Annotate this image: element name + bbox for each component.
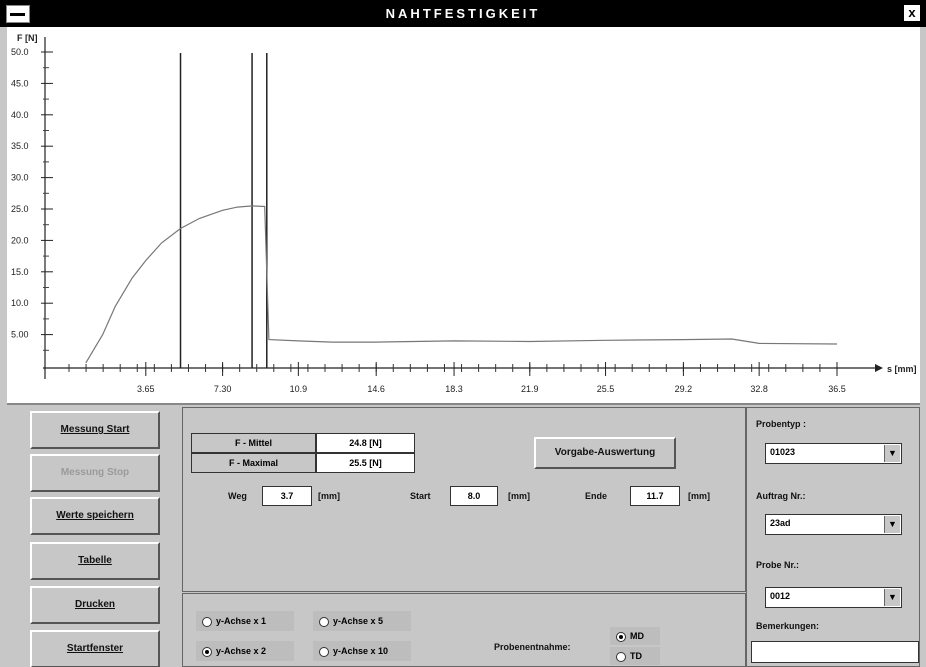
x-tick-label: 36.5 bbox=[828, 384, 846, 394]
f-mittel-label: F - Mittel bbox=[191, 433, 316, 453]
messung-stop-button[interactable]: Messung Stop bbox=[30, 454, 160, 492]
start-field[interactable]: 8.0 bbox=[450, 486, 498, 506]
radio-y-achse-2[interactable]: y-Achse x 2 bbox=[196, 641, 294, 661]
probenentnahme-label: Probenentnahme: bbox=[494, 642, 571, 652]
x-tick-label: 18.3 bbox=[445, 384, 463, 394]
y-tick-label: 5.00 bbox=[11, 330, 29, 340]
radio-td-label: TD bbox=[630, 651, 642, 661]
weg-field[interactable]: 3.7 bbox=[262, 486, 312, 506]
chart-svg: 3.65 7.30 10.9 14.6 18.3 21.9 25.5 29.2 32.8 36.5… bbox=[11, 33, 917, 394]
bemerkungen-field[interactable] bbox=[751, 641, 919, 663]
force-distance-chart: 3.65 7.30 10.9 14.6 18.3 21.9 25.5 29.2 32.8 36.5… bbox=[7, 27, 920, 405]
chevron-down-icon[interactable]: ▼ bbox=[884, 516, 900, 533]
chevron-down-icon[interactable]: ▼ bbox=[884, 589, 900, 606]
x-tick-label: 7.30 bbox=[214, 384, 232, 394]
radio-dot-y5 bbox=[319, 616, 329, 627]
y-axis-label: F [N] bbox=[17, 33, 38, 43]
f-mittel-value: 24.8 [N] bbox=[316, 433, 415, 453]
title-bar: NAHTFESTIGKEIT x bbox=[0, 0, 926, 27]
startfenster-button[interactable]: Startfenster bbox=[30, 630, 160, 667]
y-tick-label: 10.0 bbox=[11, 298, 29, 308]
auftrag-combo[interactable]: 23ad ▼ bbox=[765, 514, 902, 535]
results-panel bbox=[182, 407, 746, 592]
radio-dot-td bbox=[616, 651, 626, 662]
probentyp-label: Probentyp : bbox=[756, 419, 807, 429]
auftrag-value: 23ad bbox=[770, 518, 791, 528]
radio-dot-y10 bbox=[319, 646, 329, 657]
y-tick-label: 25.0 bbox=[11, 204, 29, 214]
y-tick-label: 40.0 bbox=[11, 110, 29, 120]
weg-label: Weg bbox=[228, 491, 247, 501]
auftrag-label: Auftrag Nr.: bbox=[756, 491, 806, 501]
bemerkungen-label: Bemerkungen: bbox=[756, 621, 820, 631]
f-maximal-value: 25.5 [N] bbox=[316, 453, 415, 473]
x-tick-label: 25.5 bbox=[597, 384, 615, 394]
system-menu-icon[interactable] bbox=[6, 5, 30, 23]
probe-label: Probe Nr.: bbox=[756, 560, 800, 570]
start-label: Start bbox=[410, 491, 431, 501]
radio-dot-y2 bbox=[202, 646, 212, 657]
x-tick-label: 3.65 bbox=[137, 384, 155, 394]
radio-td[interactable]: TD bbox=[610, 647, 660, 665]
x-tick-label: 14.6 bbox=[367, 384, 385, 394]
radio-y10-label: y-Achse x 10 bbox=[333, 646, 389, 656]
ende-label: Ende bbox=[585, 491, 608, 501]
radio-md[interactable]: MD bbox=[610, 627, 660, 645]
radio-dot-md bbox=[616, 631, 626, 642]
window-title: NAHTFESTIGKEIT bbox=[385, 6, 541, 21]
x-tick-label: 10.9 bbox=[290, 384, 308, 394]
radio-md-label: MD bbox=[630, 631, 644, 641]
y-tick-label: 35.0 bbox=[11, 141, 29, 151]
radio-y-achse-5[interactable]: y-Achse x 5 bbox=[313, 611, 411, 631]
x-tick-label: 29.2 bbox=[675, 384, 693, 394]
tabelle-button[interactable]: Tabelle bbox=[30, 542, 160, 580]
y-tick-label: 15.0 bbox=[11, 267, 29, 277]
y-tick-label: 45.0 bbox=[11, 78, 29, 88]
ende-unit: [mm] bbox=[688, 491, 710, 501]
start-unit: [mm] bbox=[508, 491, 530, 501]
y-tick-label: 50.0 bbox=[11, 47, 29, 57]
control-area: Messung Start Messung Stop Werte speiche… bbox=[0, 405, 926, 667]
probe-combo[interactable]: 0012 ▼ bbox=[765, 587, 902, 608]
radio-y5-label: y-Achse x 5 bbox=[333, 616, 384, 626]
f-maximal-label: F - Maximal bbox=[191, 453, 316, 473]
x-tick-label: 21.9 bbox=[521, 384, 539, 394]
weg-unit: [mm] bbox=[318, 491, 340, 501]
vorgabe-auswertung-button[interactable]: Vorgabe-Auswertung bbox=[534, 437, 676, 469]
radio-dot-y1 bbox=[202, 616, 212, 627]
radio-y1-label: y-Achse x 1 bbox=[216, 616, 267, 626]
radio-y-achse-1[interactable]: y-Achse x 1 bbox=[196, 611, 294, 631]
chevron-down-icon[interactable]: ▼ bbox=[884, 445, 900, 462]
werte-speichern-button[interactable]: Werte speichern bbox=[30, 497, 160, 535]
close-icon[interactable]: x bbox=[904, 5, 920, 21]
probentyp-value: 01023 bbox=[770, 447, 796, 457]
drucken-button[interactable]: Drucken bbox=[30, 586, 160, 624]
ende-field[interactable]: 11.7 bbox=[630, 486, 680, 506]
radio-y-achse-10[interactable]: y-Achse x 10 bbox=[313, 641, 411, 661]
force-curve-line bbox=[85, 205, 838, 364]
messung-start-button[interactable]: Messung Start bbox=[30, 411, 160, 449]
x-tick-label: 32.8 bbox=[750, 384, 768, 394]
radio-y2-label: y-Achse x 2 bbox=[216, 646, 267, 656]
probe-value: 0012 bbox=[770, 591, 791, 601]
x-axis-arrow bbox=[875, 364, 883, 372]
y-tick-label: 30.0 bbox=[11, 173, 29, 183]
probentyp-combo[interactable]: 01023 ▼ bbox=[765, 443, 902, 464]
x-axis-label: s [mm] bbox=[887, 364, 917, 374]
y-tick-label: 20.0 bbox=[11, 235, 29, 245]
